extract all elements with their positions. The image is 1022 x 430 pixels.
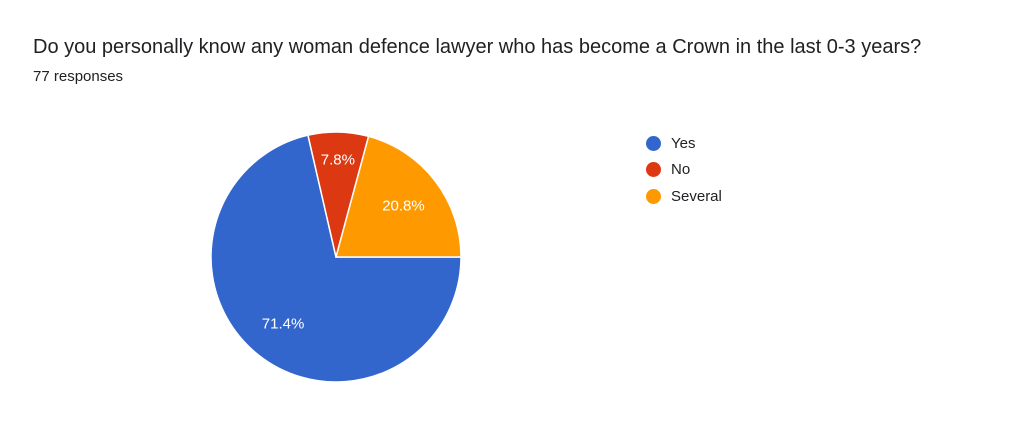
legend-swatch xyxy=(646,162,661,178)
legend-item-no[interactable]: No xyxy=(646,157,722,184)
chart-title: Do you personally know any woman defence… xyxy=(33,36,922,58)
pie-slice-yes[interactable] xyxy=(210,134,462,383)
legend-item-several[interactable]: Several xyxy=(646,183,722,210)
legend-item-yes[interactable]: Yes xyxy=(646,130,722,157)
legend-swatch xyxy=(646,188,661,204)
legend-label: Yes xyxy=(671,134,696,152)
legend-label: No xyxy=(671,161,691,179)
legend-swatch xyxy=(646,135,661,151)
slice-label: 20.8% xyxy=(382,197,425,214)
legend: Yes No Several xyxy=(646,130,722,210)
slice-label: 71.4% xyxy=(262,316,305,333)
legend-label: Several xyxy=(671,187,722,205)
response-count: 77 responses xyxy=(33,68,124,85)
pie-slice-several[interactable] xyxy=(335,135,462,258)
slice-label: 7.8% xyxy=(321,152,355,169)
